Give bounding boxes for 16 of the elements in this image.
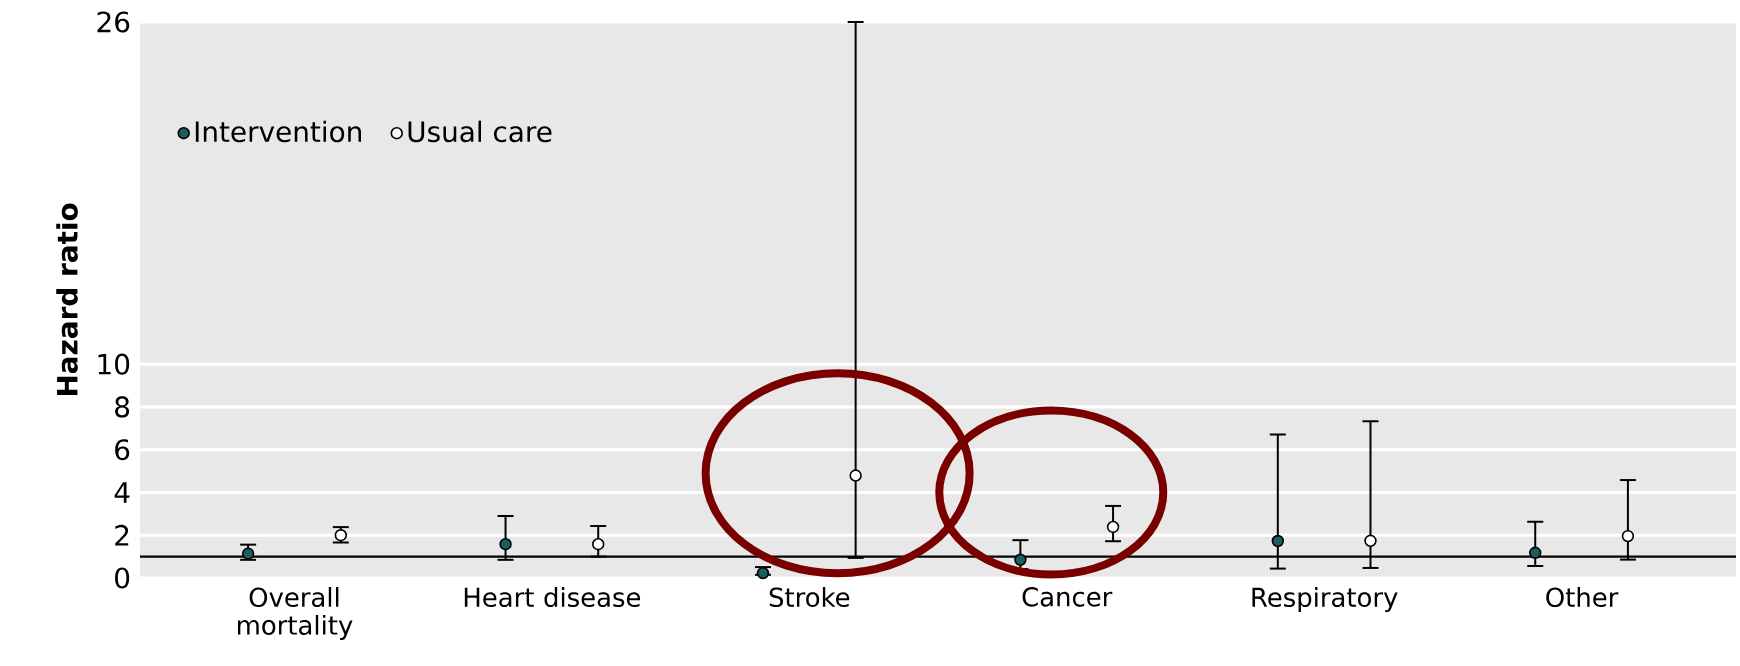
x-tick-label: Other bbox=[1546, 587, 1619, 608]
x-tick-label: Respiratory bbox=[1252, 587, 1398, 613]
y-tick-label: 8 bbox=[115, 396, 130, 418]
y-tick-label: 0 bbox=[115, 567, 130, 589]
legend-label: Usual care bbox=[408, 120, 552, 143]
x-tick-label: Heart disease bbox=[464, 587, 641, 608]
x-tick-label: Overall mortality bbox=[237, 587, 353, 640]
y-tick-label: 26 bbox=[97, 11, 130, 33]
y-axis-title: Hazard ratio bbox=[56, 203, 78, 396]
y-tick-label: 4 bbox=[114, 482, 130, 503]
y-tick-label: 6 bbox=[115, 439, 130, 461]
y-tick-label: 10 bbox=[98, 353, 130, 375]
y-tick-label: 2 bbox=[115, 524, 129, 546]
x-tick-label: Cancer bbox=[1022, 587, 1113, 607]
legend-label: Intervention bbox=[195, 120, 361, 143]
x-tick-label: Stroke bbox=[769, 587, 850, 608]
